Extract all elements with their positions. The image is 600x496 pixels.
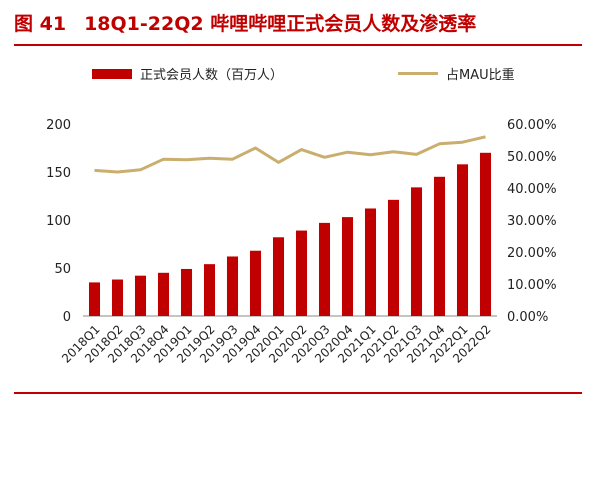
y-right-tick-label: 30.00% <box>507 214 557 229</box>
bar <box>157 272 170 316</box>
bar <box>456 164 469 316</box>
bar <box>479 152 492 316</box>
legend-label-members: 正式会员人数（百万人） <box>140 68 284 83</box>
legend-item-ratio: 占MAU比重 <box>398 64 515 83</box>
bar <box>341 217 354 316</box>
bar <box>134 275 147 316</box>
figure-number: 图 41 <box>14 12 67 35</box>
bar <box>180 268 193 316</box>
bar <box>410 187 423 316</box>
bar <box>295 230 308 316</box>
bottom-divider <box>14 392 582 394</box>
y-right-tick-label: 10.00% <box>507 278 557 293</box>
bar <box>387 199 400 316</box>
bar <box>203 264 216 316</box>
title-divider <box>14 44 582 46</box>
figure-title-bar: 图 41 18Q1-22Q2 哔哩哔哩正式会员人数及渗透率 <box>14 4 476 40</box>
bar <box>433 176 446 316</box>
y-right-tick-label: 0.00% <box>507 310 548 325</box>
y-right-tick-label: 20.00% <box>507 246 557 261</box>
bar <box>364 208 377 316</box>
y-left-tick-label: 0 <box>63 310 71 325</box>
y-left-tick-label: 200 <box>46 118 71 133</box>
bar <box>111 279 124 316</box>
bar <box>226 256 239 316</box>
figure-title: 18Q1-22Q2 哔哩哔哩正式会员人数及渗透率 <box>84 12 477 35</box>
legend-label-ratio: 占MAU比重 <box>446 68 515 83</box>
legend-item-members: 正式会员人数（百万人） <box>92 64 283 83</box>
bar <box>318 222 331 316</box>
bar <box>249 250 262 316</box>
chart-area: 0 50 100 150 200 0.00% 10.00% 20.00% 30.00% 40.00… <box>46 118 557 366</box>
y-left-tick-label: 100 <box>46 214 71 229</box>
y-right-tick-label: 40.00% <box>507 182 557 197</box>
legend-swatch-line <box>398 72 438 75</box>
bar <box>272 237 285 316</box>
ratio-line <box>94 135 486 174</box>
legend-swatch-bar <box>92 68 132 79</box>
y-left-tick-label: 150 <box>46 166 71 181</box>
y-left-tick-label: 50 <box>54 262 71 277</box>
y-right-tick-label: 50.00% <box>507 150 557 165</box>
y-right-tick-label: 60.00% <box>507 118 557 133</box>
bar <box>88 282 101 316</box>
